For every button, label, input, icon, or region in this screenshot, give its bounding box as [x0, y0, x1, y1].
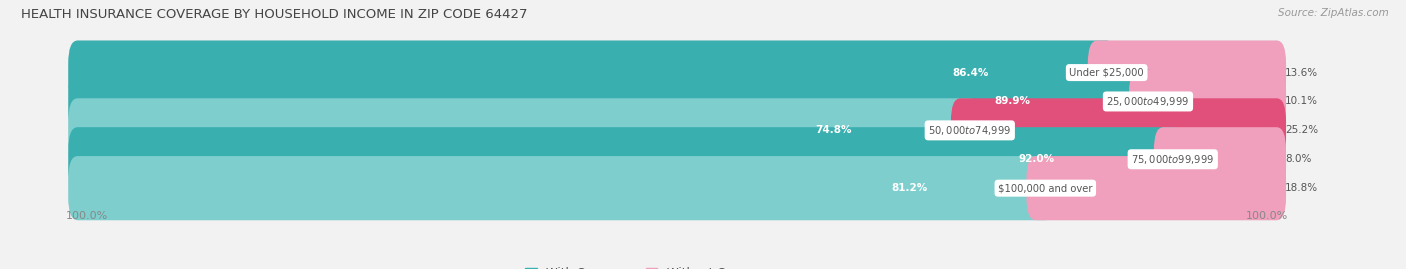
Text: 100.0%: 100.0% — [1246, 211, 1288, 221]
FancyBboxPatch shape — [1026, 156, 1286, 220]
Text: HEALTH INSURANCE COVERAGE BY HOUSEHOLD INCOME IN ZIP CODE 64427: HEALTH INSURANCE COVERAGE BY HOUSEHOLD I… — [21, 8, 527, 21]
FancyBboxPatch shape — [1129, 69, 1286, 133]
Text: 92.0%: 92.0% — [1018, 154, 1054, 164]
Text: $50,000 to $74,999: $50,000 to $74,999 — [928, 124, 1011, 137]
Text: $75,000 to $99,999: $75,000 to $99,999 — [1132, 153, 1215, 166]
FancyBboxPatch shape — [69, 156, 1286, 220]
Legend: With Coverage, Without Coverage: With Coverage, Without Coverage — [520, 263, 779, 269]
Text: 86.4%: 86.4% — [952, 68, 988, 77]
FancyBboxPatch shape — [1088, 41, 1286, 105]
Text: 100.0%: 100.0% — [66, 211, 108, 221]
FancyBboxPatch shape — [69, 69, 1286, 133]
FancyBboxPatch shape — [69, 41, 1286, 105]
Text: 8.0%: 8.0% — [1285, 154, 1312, 164]
FancyBboxPatch shape — [1154, 127, 1286, 191]
Text: 74.8%: 74.8% — [815, 125, 852, 135]
Text: $100,000 and over: $100,000 and over — [998, 183, 1092, 193]
FancyBboxPatch shape — [69, 127, 1182, 191]
FancyBboxPatch shape — [69, 98, 979, 162]
Text: $25,000 to $49,999: $25,000 to $49,999 — [1107, 95, 1189, 108]
FancyBboxPatch shape — [69, 41, 1116, 105]
Text: Under $25,000: Under $25,000 — [1070, 68, 1144, 77]
Text: 18.8%: 18.8% — [1285, 183, 1317, 193]
FancyBboxPatch shape — [69, 156, 1054, 220]
FancyBboxPatch shape — [69, 98, 1286, 162]
Text: 81.2%: 81.2% — [891, 183, 928, 193]
Text: 25.2%: 25.2% — [1285, 125, 1317, 135]
Text: 13.6%: 13.6% — [1285, 68, 1317, 77]
FancyBboxPatch shape — [69, 127, 1286, 191]
FancyBboxPatch shape — [69, 69, 1157, 133]
Text: 89.9%: 89.9% — [994, 97, 1031, 107]
Text: Source: ZipAtlas.com: Source: ZipAtlas.com — [1278, 8, 1389, 18]
FancyBboxPatch shape — [950, 98, 1286, 162]
Text: 10.1%: 10.1% — [1285, 97, 1317, 107]
